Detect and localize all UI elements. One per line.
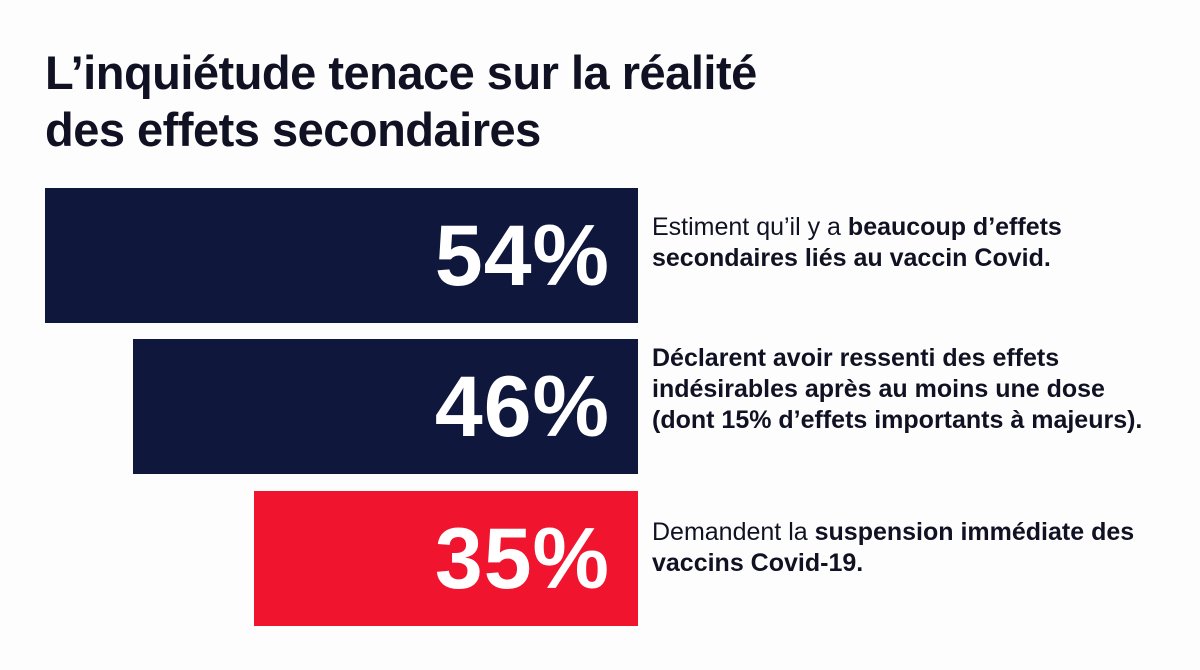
bar-description-2: Déclarent avoir ressenti des effets indé… xyxy=(652,343,1152,436)
description-1-segment-2: beaucoup d’effets secondaires liés au va… xyxy=(652,213,1062,272)
description-3-segment-1: Demandent la xyxy=(652,518,815,546)
bar-value-label-1: 54% xyxy=(434,207,610,304)
bar-value-label-3: 35% xyxy=(434,510,610,607)
bar-2: 46% xyxy=(133,339,638,474)
bar-description-1: Estiment qu’il y a beaucoup d’effets sec… xyxy=(652,212,1152,274)
bar-value-label-2: 46% xyxy=(434,358,610,455)
chart-title-line-2: des effets secondaires xyxy=(45,103,541,156)
chart-title-line-1: L’inquiétude tenace sur la réalité xyxy=(45,46,757,99)
bar-3: 35% xyxy=(254,491,638,626)
description-3-segment-2: suspension immédiate des vaccins Covid-1… xyxy=(652,518,1135,577)
description-1-segment-1: Estiment qu’il y a xyxy=(652,213,848,241)
bar-1: 54% xyxy=(45,188,638,323)
description-2-segment-1: Déclarent avoir ressenti des effets indé… xyxy=(652,344,1143,434)
chart-title: L’inquiétude tenace sur la réalité des e… xyxy=(45,44,945,158)
bar-description-3: Demandent la suspension immédiate des va… xyxy=(652,517,1152,579)
